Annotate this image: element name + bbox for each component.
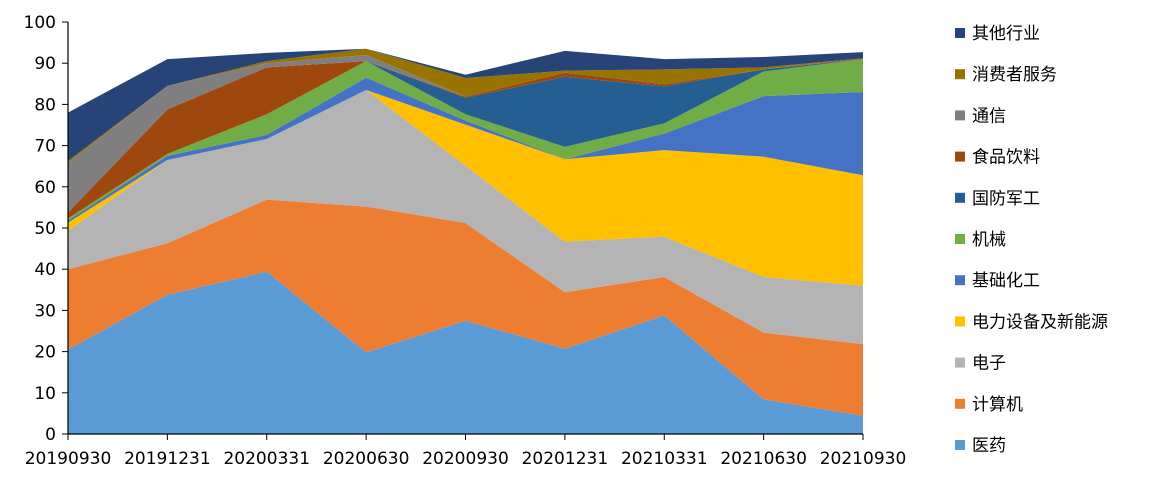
legend-label: 电力设备及新能源 xyxy=(972,312,1108,332)
y-tick-label: 30 xyxy=(34,301,56,321)
legend-label: 电子 xyxy=(972,354,1006,374)
y-tick-label: 70 xyxy=(34,137,56,157)
legend-item: 电力设备及新能源 xyxy=(955,312,1108,332)
x-tick-label: 20210930 xyxy=(820,449,907,469)
y-tick-label: 90 xyxy=(34,54,56,74)
area-series-11 xyxy=(68,48,863,161)
area-series-10 xyxy=(68,48,863,163)
legend-swatch xyxy=(955,151,965,162)
legend-swatch xyxy=(955,275,965,286)
legend-swatch xyxy=(955,440,965,450)
legend-swatch xyxy=(955,316,965,327)
legend-label: 国防军工 xyxy=(972,189,1040,209)
legend-swatch xyxy=(955,110,965,121)
x-tick-label: 20200930 xyxy=(422,449,509,469)
legend-item: 医药 xyxy=(955,436,1006,456)
legend-item: 计算机 xyxy=(955,395,1023,415)
legend-label: 其他行业 xyxy=(972,24,1040,44)
legend-label: 消费者服务 xyxy=(972,65,1057,85)
legend-label: 计算机 xyxy=(972,395,1023,415)
x-tick-label: 20210331 xyxy=(621,449,708,469)
y-tick-label: 20 xyxy=(34,343,56,363)
y-tick-label: 10 xyxy=(34,384,56,404)
legend-label: 机械 xyxy=(972,230,1006,250)
legend-item: 通信 xyxy=(955,106,1006,126)
legend-item: 电子 xyxy=(955,354,1006,374)
y-tick-label: 0 xyxy=(45,425,56,445)
x-tick-label: 20200331 xyxy=(223,449,310,469)
legend-label: 食品饮料 xyxy=(972,148,1040,168)
area-series-4 xyxy=(68,89,863,286)
x-tick-label: 20201231 xyxy=(522,449,609,469)
y-tick-label: 100 xyxy=(24,13,56,33)
area-series-3 xyxy=(68,89,863,345)
legend-swatch xyxy=(955,234,965,244)
y-tick-label: 40 xyxy=(34,260,56,280)
y-tick-label: 80 xyxy=(34,95,56,115)
legend-swatch xyxy=(955,398,965,409)
area-series-8 xyxy=(68,58,863,219)
legend-label: 通信 xyxy=(972,106,1006,126)
x-tick-label: 20200630 xyxy=(323,449,410,469)
y-tick-label: 60 xyxy=(34,178,56,198)
legend-swatch xyxy=(955,28,965,38)
legend-label: 医药 xyxy=(972,436,1006,456)
area-series-6 xyxy=(68,59,863,221)
legend-label: 基础化工 xyxy=(972,271,1040,291)
x-tick-label: 20190930 xyxy=(25,449,112,469)
axes-group: 0 10 20 30 40 50 60 70 80 90 100 20190930 20191231 20… xyxy=(24,13,907,469)
x-tick-label: 20191231 xyxy=(124,449,211,469)
area-series-2 xyxy=(68,199,863,416)
area-series-1 xyxy=(68,271,863,434)
legend-swatch xyxy=(955,192,965,203)
legend-item: 其他行业 xyxy=(955,24,1040,44)
legend-item: 机械 xyxy=(955,230,1006,250)
area-series-5 xyxy=(68,77,863,223)
legend-swatch xyxy=(955,357,965,368)
area-series-7 xyxy=(68,59,863,219)
legend-item: 食品饮料 xyxy=(955,148,1040,168)
legend-swatch xyxy=(955,69,965,80)
legend-item: 基础化工 xyxy=(955,271,1040,291)
x-tick-label: 20210630 xyxy=(720,449,807,469)
area-series-group xyxy=(68,48,863,434)
legend-item: 国防军工 xyxy=(955,189,1040,209)
legend-item: 消费者服务 xyxy=(955,65,1057,85)
y-tick-label: 50 xyxy=(34,219,56,239)
